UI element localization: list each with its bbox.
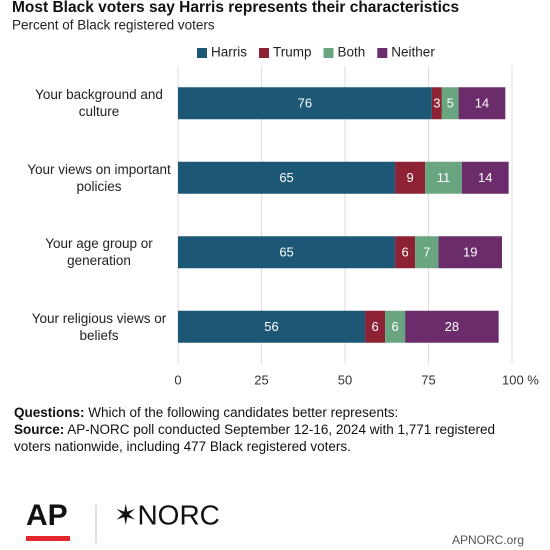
bar-segment [438,236,502,269]
value-label: 7 [423,245,430,260]
bar-segment [405,310,499,343]
chart-title: Most Black voters say Harris represents … [12,0,459,16]
x-tick-label: 50 [338,372,352,387]
bar-segment [458,87,506,120]
note-label: Source: [14,422,65,437]
norc-logo: ✶NORC [114,499,220,530]
note-text: AP-NORC poll conducted September 12-16, … [14,422,496,454]
legend-label: Trump [273,45,312,60]
note-label: Questions: [14,405,85,420]
value-label: 9 [407,170,414,185]
category-label: Your background and culture [35,87,163,120]
value-label: 6 [391,319,398,334]
legend-label: Neither [391,45,435,60]
value-label: 19 [463,245,477,260]
chart-subtitle: Percent of Black registered voters [12,18,215,33]
bar-segment [178,310,366,343]
bar-segment [441,87,459,120]
value-label: 3 [433,96,440,111]
legend-swatch [377,48,388,58]
source-note: Source: AP-NORC poll conducted September… [14,421,534,455]
category-label: Your views on important policies [27,161,171,194]
bar-segment [395,236,416,269]
x-tick-label: 0 [174,372,181,387]
x-tick-label: 100 % [502,372,539,387]
bar-segment [415,236,439,269]
value-label: 6 [402,245,409,260]
value-label: 76 [298,96,312,111]
questions-note: Questions: Which of the following candid… [14,404,534,421]
note-text: Which of the following candidates better… [88,405,399,420]
bar-segment [425,161,462,194]
x-tick-label: 25 [254,372,268,387]
bar-segment [385,310,406,343]
value-label: 28 [445,319,459,334]
value-label: 65 [279,170,293,185]
legend-swatch [323,48,334,58]
legend-label: Both [338,45,366,60]
bar-segment [395,161,426,194]
bar-segment [178,161,396,194]
ap-logo: AP [26,499,68,532]
bar-segment [431,87,442,120]
bar-segment [461,161,509,194]
site-link: APNORC.org [452,533,524,547]
value-label: 14 [478,170,492,185]
legend-label: Harris [211,45,247,60]
bar-segment [365,310,386,343]
legend-swatch [197,48,207,58]
legend-swatch [259,48,269,58]
value-label: 6 [371,319,378,334]
bar-segment [178,236,396,269]
bar-segment [178,87,432,120]
ap-underline [26,536,70,541]
x-tick-label: 75 [421,372,435,387]
value-label: 56 [264,319,278,334]
value-label: 65 [279,245,293,260]
category-label: Your age group or generation [45,236,153,269]
value-label: 11 [437,170,451,185]
value-label: 5 [447,96,454,111]
value-label: 14 [475,96,489,111]
category-label: Your religious views or beliefs [31,310,167,343]
